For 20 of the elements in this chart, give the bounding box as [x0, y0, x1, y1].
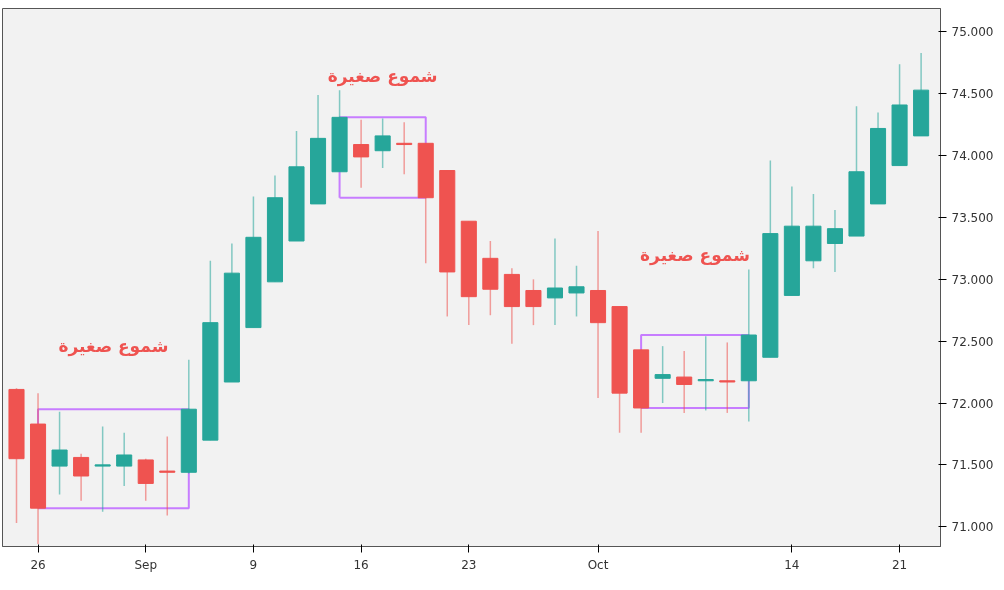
- annotation: شموع صغيرة: [640, 245, 750, 267]
- annotation: شموع صغيرة: [327, 66, 438, 88]
- y-tick-label: 71.000: [951, 520, 994, 535]
- annotation: شموع صغيرة: [58, 335, 169, 357]
- x-tick-label: 14: [784, 557, 800, 572]
- x-tick-label: 23: [461, 557, 477, 572]
- y-tick-label: 73.500: [951, 211, 994, 226]
- x-tick-label: 16: [353, 557, 369, 572]
- y-tick-label: 73.000: [951, 272, 994, 287]
- y-tick-label: 71.500: [951, 458, 994, 473]
- x-tick-label: 26: [30, 557, 46, 572]
- x-tick-label: 9: [249, 557, 258, 572]
- x-tick-label: Sep: [134, 557, 158, 572]
- y-tick-label: 72.500: [951, 334, 994, 349]
- x-tick-label: Oct: [587, 557, 609, 572]
- y-tick-label: 75.000: [951, 25, 994, 40]
- y-tick-label: 74.500: [951, 87, 994, 102]
- y-tick-label: 74.000: [951, 149, 994, 164]
- y-tick-label: 72.000: [951, 396, 994, 411]
- x-tick-label: 21: [891, 557, 908, 572]
